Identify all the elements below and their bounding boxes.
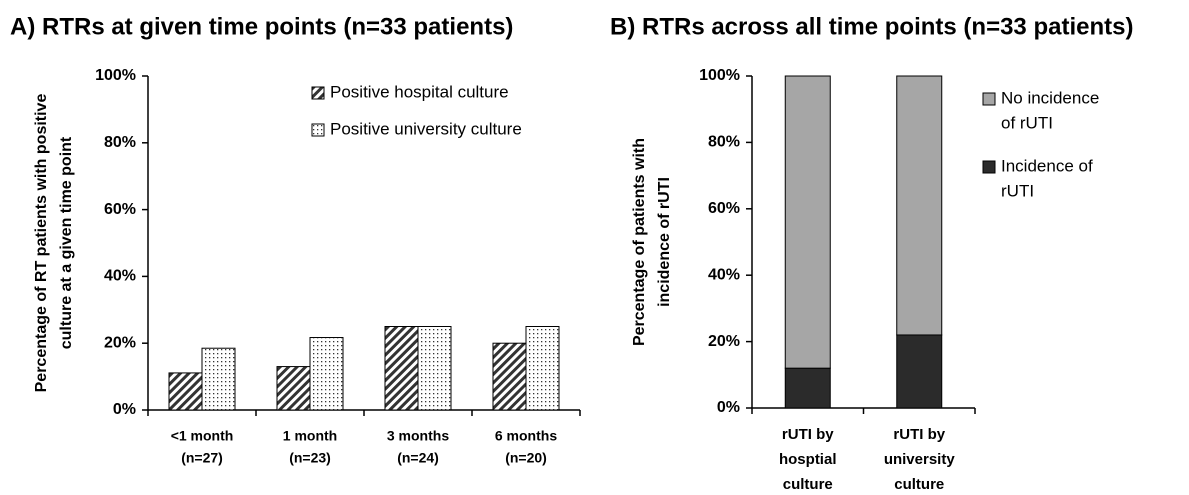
legend-swatch <box>982 92 996 106</box>
y-tick-label: 60% <box>708 200 740 217</box>
legend-label: Incidence of <box>1001 156 1093 175</box>
bar-segment <box>896 75 943 336</box>
x-tick-label: (n=27) <box>181 450 223 466</box>
y-tick-label: 100% <box>95 67 136 84</box>
bar <box>168 372 203 411</box>
x-tick-label: 1 month <box>283 428 337 444</box>
bar <box>309 337 344 411</box>
x-tick-label: culture <box>783 476 833 493</box>
x-tick-label: 6 months <box>495 428 557 444</box>
y-axis-label: Percentage of RT patients with positive <box>33 94 50 393</box>
y-axis-label: Percentage of patients with <box>631 138 648 346</box>
legend-swatch <box>311 86 325 100</box>
x-tick-label: hosptial <box>779 451 837 468</box>
x-tick-label: rUTI by <box>893 426 945 443</box>
y-axis-label: culture at a given time point <box>58 136 75 349</box>
y-tick-label: 20% <box>104 334 136 351</box>
y-tick-label: 20% <box>708 333 740 350</box>
y-tick-label: 100% <box>699 67 740 84</box>
chart-title: A) RTRs at given time points (n=33 patie… <box>10 13 513 40</box>
bar <box>384 326 419 411</box>
legend-label: Positive hospital culture <box>330 82 509 101</box>
y-tick-label: 80% <box>104 134 136 151</box>
legend-label: of rUTI <box>1001 113 1053 132</box>
y-tick-label: 40% <box>104 268 136 285</box>
bar <box>201 347 236 411</box>
bar <box>276 366 311 411</box>
x-tick-label: 3 months <box>387 428 449 444</box>
legend-swatch <box>311 123 325 137</box>
y-tick-label: 0% <box>113 401 136 418</box>
x-tick-label: (n=20) <box>505 450 547 466</box>
bar-segment <box>784 75 831 369</box>
legend-swatch <box>982 160 996 174</box>
x-tick-label: university <box>884 451 956 468</box>
legend-label: Positive university culture <box>330 119 522 138</box>
bar <box>492 342 527 411</box>
y-axis-label: incidence of rUTI <box>656 177 673 307</box>
x-tick-label: rUTI by <box>782 426 834 443</box>
x-tick-label: (n=24) <box>397 450 439 466</box>
y-tick-label: 80% <box>708 134 740 151</box>
bar-segment <box>896 334 943 409</box>
legend-label: rUTI <box>1001 181 1034 200</box>
y-tick-label: 0% <box>717 399 740 416</box>
x-tick-label: <1 month <box>171 428 234 444</box>
x-tick-label: culture <box>894 476 944 493</box>
legend-label: No incidence <box>1001 88 1099 107</box>
x-tick-label: (n=23) <box>289 450 331 466</box>
y-tick-label: 60% <box>104 201 136 218</box>
y-tick-label: 40% <box>708 266 740 283</box>
bar-segment <box>784 367 831 409</box>
chart-title: B) RTRs across all time points (n=33 pat… <box>610 13 1133 40</box>
bar <box>525 326 560 411</box>
bar <box>417 326 452 411</box>
